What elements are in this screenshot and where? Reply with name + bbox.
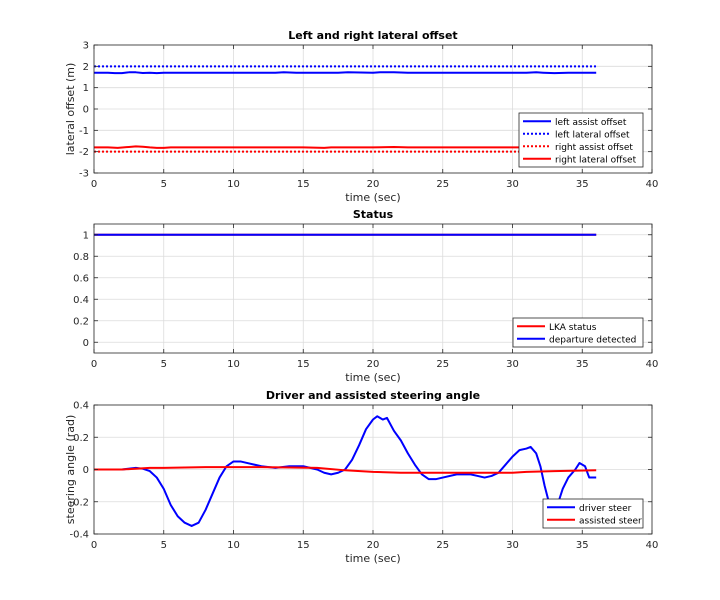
x-tick-label: 20 <box>367 359 380 370</box>
y-tick-label: 0.4 <box>73 401 89 412</box>
legend-box <box>542 498 644 529</box>
x-tick-label: 35 <box>576 179 589 190</box>
x-axis-label: time (sec) <box>345 371 400 384</box>
x-tick-label: 25 <box>436 359 449 370</box>
x-tick-label: 20 <box>367 179 380 190</box>
x-tick-label: 15 <box>297 179 310 190</box>
y-axis-label: lateral offset (m) <box>64 63 77 156</box>
legend-label: LKA status <box>549 323 597 333</box>
x-tick-label: 25 <box>436 540 449 551</box>
x-tick-label: 0 <box>91 540 97 551</box>
y-tick-label: -0.2 <box>69 497 89 508</box>
y-tick-label: 0.2 <box>73 316 89 327</box>
x-tick-label: 0 <box>91 179 97 190</box>
y-tick-label: 0 <box>83 465 89 476</box>
legend: driver steer assisted steer <box>542 498 644 529</box>
legend-label: right assist offset <box>555 143 633 153</box>
legend-label: right lateral offset <box>555 155 637 165</box>
legend: LKA status departure detected <box>512 317 644 348</box>
y-tick-label: 1 <box>83 83 89 94</box>
y-tick-label: 0 <box>83 105 89 116</box>
y-axis-label: steering angle (rad) <box>64 415 77 524</box>
legend-label: departure detected <box>549 335 636 345</box>
x-tick-label: 35 <box>576 540 589 551</box>
series-line-assisted-steer <box>94 466 597 474</box>
x-tick-label: 0 <box>91 359 97 370</box>
series-group <box>94 415 597 527</box>
x-tick-label: 15 <box>297 540 310 551</box>
series-line-left-assist-offset <box>94 71 597 75</box>
series-line-driver-steer <box>94 415 597 527</box>
y-tick-label: -1 <box>79 126 89 137</box>
legend: left assist offset left lateral offset rig… <box>518 112 644 168</box>
y-tick-label: 0.4 <box>73 295 89 306</box>
y-tick-label: 0.8 <box>73 252 89 263</box>
y-tick-label: -2 <box>79 147 89 158</box>
x-tick-label: 30 <box>506 359 519 370</box>
x-axis-label: time (sec) <box>345 191 400 204</box>
x-tick-label: 5 <box>161 359 167 370</box>
series-line-right-lateral-offset <box>94 145 597 149</box>
x-tick-label: 25 <box>436 179 449 190</box>
series-group <box>94 65 597 153</box>
x-tick-label: 40 <box>646 540 659 551</box>
chart-panel-1: 0 5 10 15 20 25 30 35 40 -3 -2 -1 0 1 2 3 Left and right… <box>64 29 658 204</box>
ticks: 0 5 10 15 20 25 30 35 40 0 0.2 0.4 0.6 0.8 1 <box>73 224 658 370</box>
legend-label: driver steer <box>579 504 632 514</box>
y-tick-label: 2 <box>83 62 89 73</box>
y-tick-label: -0.4 <box>69 530 89 541</box>
x-tick-label: 10 <box>227 359 240 370</box>
x-tick-label: 40 <box>646 179 659 190</box>
chart-panel-3: 0 5 10 15 20 25 30 35 40 -0.4 -0.2 0 0.2 0.4 Driver an… <box>64 389 658 565</box>
y-tick-label: 0.2 <box>73 433 89 444</box>
x-tick-label: 5 <box>161 540 167 551</box>
chart-title: Driver and assisted steering angle <box>266 389 480 402</box>
x-tick-label: 10 <box>227 179 240 190</box>
y-tick-label: -3 <box>79 169 89 180</box>
ticks: 0 5 10 15 20 25 30 35 40 -3 -2 -1 0 1 2 3 <box>79 41 658 191</box>
x-tick-label: 15 <box>297 359 310 370</box>
legend-box <box>512 317 644 348</box>
y-tick-label: 3 <box>83 41 89 52</box>
y-tick-label: 0.6 <box>73 273 89 284</box>
x-tick-label: 10 <box>227 540 240 551</box>
x-tick-label: 30 <box>506 179 519 190</box>
x-tick-label: 35 <box>576 359 589 370</box>
y-tick-label: 0 <box>83 338 89 349</box>
chart-title: Status <box>353 208 394 221</box>
legend-label: left assist offset <box>555 118 627 128</box>
x-axis-label: time (sec) <box>345 552 400 565</box>
legend-label: left lateral offset <box>555 130 630 140</box>
x-tick-label: 30 <box>506 540 519 551</box>
legend-label: assisted steer <box>579 516 642 526</box>
x-tick-label: 5 <box>161 179 167 190</box>
y-tick-label: 1 <box>83 230 89 241</box>
x-tick-label: 40 <box>646 359 659 370</box>
x-tick-label: 20 <box>367 540 380 551</box>
ticks: 0 5 10 15 20 25 30 35 40 -0.4 -0.2 0 0.2 0.4 <box>69 401 658 552</box>
chart-panel-2: 0 5 10 15 20 25 30 35 40 0 0.2 0.4 0.6 0.8 1 Status time… <box>73 208 658 384</box>
chart-title: Left and right lateral offset <box>288 29 457 42</box>
